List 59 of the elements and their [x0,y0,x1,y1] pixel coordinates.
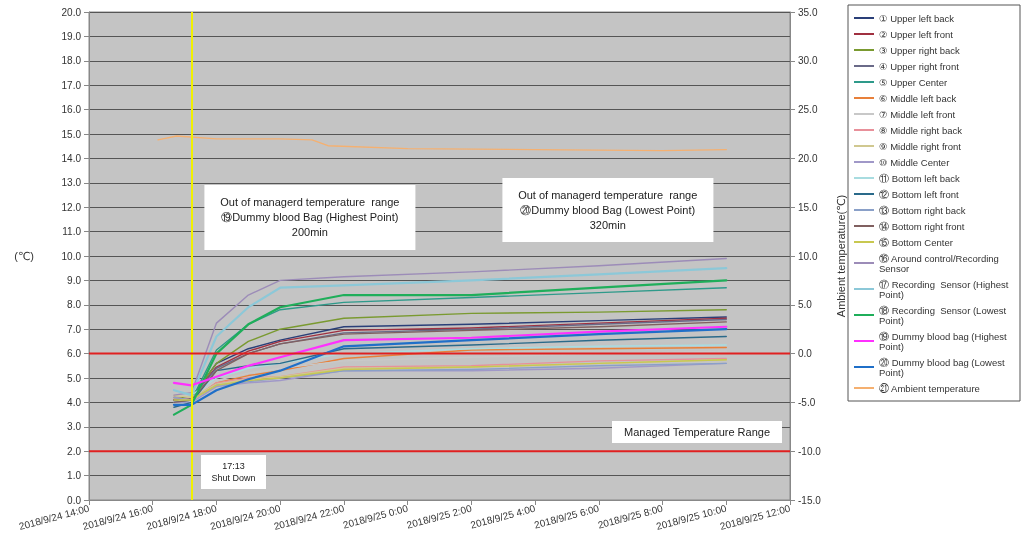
legend-label: ⑱ Recording Sensor (Lowest Point) [879,304,1009,326]
legend-label: ⑫ Bottom left front [879,188,960,200]
legend-label: ⑤ Upper Center [879,76,948,88]
y-tick-label: 6.0 [67,348,82,360]
y-tick-label: 2.0 [67,445,82,457]
legend-label: ⑨ Middle right front [879,140,962,152]
y-tick-label: 15.0 [61,128,82,140]
legend-label: ⑧ Middle right back [879,124,963,136]
annotation: Out of managerd temperature range ⑳Dummy blood Bag (Lowest Point) 320min [502,177,714,243]
y-tick-label: 14.0 [61,152,82,164]
y2-tick-label: 0.0 [798,348,813,360]
y2-tick-label: 5.0 [798,299,813,311]
y2-tick-label: 15.0 [798,201,818,213]
legend-label: ⑩ Middle Center [879,156,950,168]
legend-label: ⑲ Dummy blood bag (Highest Point) [879,330,1010,352]
legend-label: ③ Upper right back [879,44,961,56]
y-tick-label: 9.0 [67,274,82,286]
legend-label: ㉑ Ambient temperature [879,382,980,394]
legend-label: ⑰ Recording Sensor (Highest Point) [879,278,1011,300]
y-tick-label: 4.0 [67,396,82,408]
y-tick-label: 10.0 [61,250,82,262]
y-tick-label: 8.0 [67,299,82,311]
legend-label: ⑯ Around control/Recording Sensor [879,252,1002,274]
legend-label: ⑳ Dummy blood bag (Lowest Point) [879,356,1008,378]
y-tick-label: 5.0 [67,372,82,384]
ref-line-label: 17:13 Shut Down [201,455,266,490]
y2-tick-label: 10.0 [798,250,818,262]
y2-tick-label: 20.0 [798,152,818,164]
legend-label: ⑮ Bottom Center [879,236,953,248]
y-tick-label: 1.0 [67,470,82,482]
y-tick-label: 16.0 [61,104,82,116]
legend-label: ⑦ Middle left front [879,108,956,120]
y-tick-label: 0.0 [67,494,82,506]
legend-label: ⑪ Bottom left back [879,172,960,184]
y2-axis-title: Ambient temperature(℃) [834,194,847,318]
y-tick-label: 12.0 [61,201,82,213]
y-axis-title: (℃) [14,250,34,262]
legend-label: ④ Upper right front [879,60,960,72]
y2-tick-label: 35.0 [798,6,818,18]
legend-label: ⑭ Bottom right front [879,220,965,232]
y-tick-label: 7.0 [67,323,82,335]
legend-label: ② Upper left front [879,28,954,40]
legend-label: ① Upper left back [879,12,955,24]
y2-tick-label: -5.0 [798,396,816,408]
y-tick-label: 19.0 [61,30,82,42]
y2-tick-label: 30.0 [798,55,818,67]
y-tick-label: 11.0 [62,226,82,238]
y2-tick-label: -15.0 [798,494,822,506]
legend-label: ⑬ Bottom right back [879,204,966,216]
y-tick-label: 17.0 [61,79,82,91]
y-tick-label: 18.0 [61,55,82,67]
annotation: Out of managerd temperature range ⑲Dummy blood Bag (Highest Point) 200min [204,185,416,250]
y2-tick-label: -10.0 [798,445,822,457]
legend-label: ⑥ Middle left back [879,92,957,104]
y-tick-label: 3.0 [67,421,82,433]
ref-line-label: Managed Temperature Range [612,421,782,444]
y-tick-label: 13.0 [61,177,82,189]
y-tick-label: 20.0 [61,6,82,18]
y2-tick-label: 25.0 [798,104,818,116]
